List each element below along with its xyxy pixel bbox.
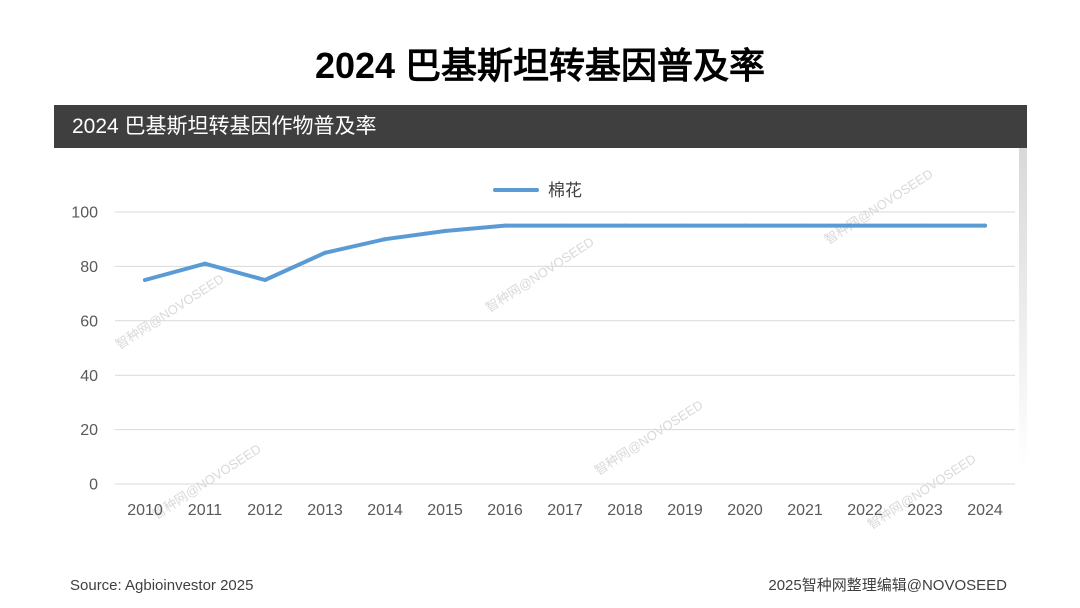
series-line <box>143 223 987 282</box>
credit-note: 2025智种网整理编辑@NOVOSEED <box>768 577 1007 594</box>
data-point <box>263 278 267 282</box>
data-point <box>563 223 567 228</box>
x-tick-label: 2015 <box>427 502 463 519</box>
x-tick-label: 2019 <box>667 502 703 519</box>
y-tick-label: 40 <box>80 368 98 385</box>
x-tick-label: 2018 <box>607 502 643 519</box>
data-point <box>503 223 507 228</box>
x-tick-label: 2011 <box>188 502 223 519</box>
data-point <box>143 278 147 282</box>
data-point <box>983 223 987 228</box>
legend-label: 棉花 <box>548 181 582 200</box>
page-title: 2024 巴基斯坦转基因普及率 <box>314 45 766 86</box>
x-tick-label: 2021 <box>787 502 823 519</box>
x-tick-label: 2016 <box>487 502 523 519</box>
data-point <box>623 223 627 228</box>
data-point <box>443 229 447 234</box>
x-tick-label: 2023 <box>907 502 943 519</box>
x-tick-label: 2022 <box>847 502 883 519</box>
x-tick-label: 2017 <box>547 502 583 519</box>
y-tick-label: 80 <box>80 259 98 276</box>
y-tick-label: 20 <box>80 422 98 439</box>
source-note: Source: Agbioinvestor 2025 <box>70 577 254 594</box>
x-tick-label: 2020 <box>727 502 763 519</box>
y-tick-label: 100 <box>71 205 98 222</box>
data-point <box>863 223 867 228</box>
data-point <box>383 237 387 242</box>
data-point <box>803 223 807 228</box>
chart-title: 2024 巴基斯坦转基因作物普及率 <box>72 115 377 138</box>
panel-shadow <box>1019 148 1027 468</box>
data-point <box>203 261 207 266</box>
x-tick-label: 2014 <box>367 502 403 519</box>
x-tick-label: 2024 <box>967 502 1003 519</box>
data-point <box>743 223 747 228</box>
data-point <box>683 223 687 228</box>
y-tick-label: 60 <box>80 313 98 330</box>
x-tick-label: 2012 <box>247 502 283 519</box>
y-tick-label: 0 <box>89 477 98 494</box>
chart-header-band: 2024 巴基斯坦转基因作物普及率 <box>54 105 1027 148</box>
data-point <box>923 223 927 228</box>
x-tick-label: 2013 <box>307 502 343 519</box>
line-chart: 0 20 40 60 80 100 2010 2011 2012 2013 2014 2015 2016… <box>71 181 1015 519</box>
x-tick-label: 2010 <box>127 502 163 519</box>
data-point <box>323 250 327 255</box>
